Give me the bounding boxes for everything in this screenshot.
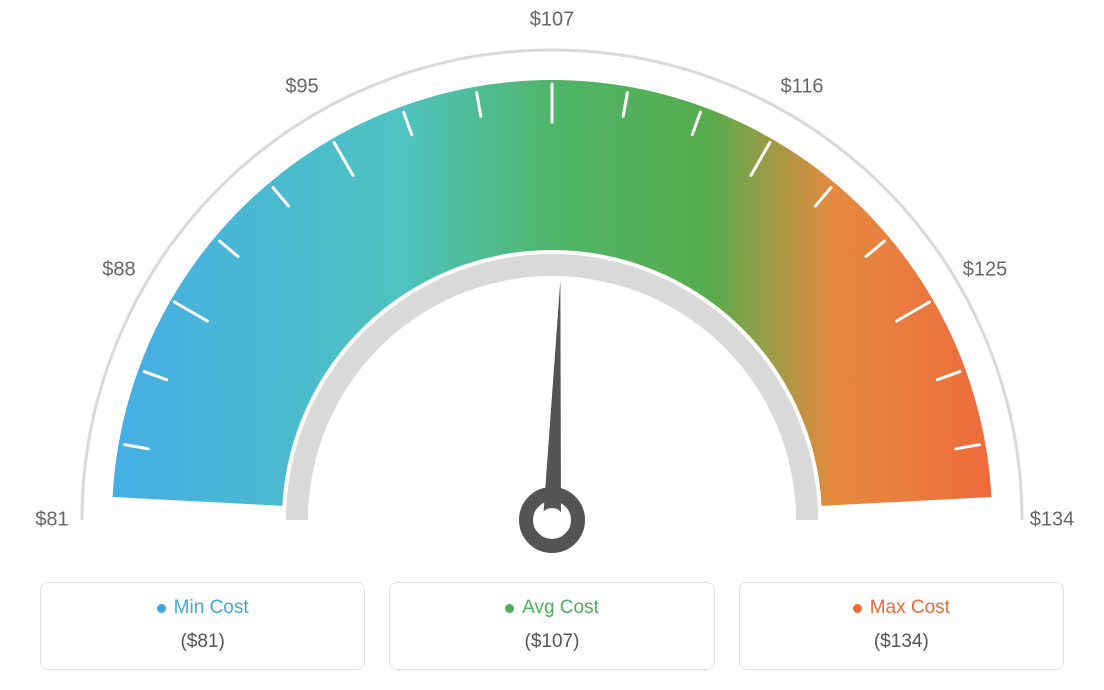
svg-text:$81: $81	[35, 508, 68, 530]
svg-text:$107: $107	[530, 8, 575, 30]
legend-value-avg: ($107)	[400, 631, 703, 653]
legend-dot-max	[853, 604, 862, 613]
legend-row: Min Cost ($81) Avg Cost ($107) Max Cost …	[40, 582, 1064, 670]
legend-card-max: Max Cost ($134)	[739, 582, 1064, 670]
legend-dot-avg	[505, 604, 514, 613]
legend-value-max: ($134)	[750, 631, 1053, 653]
legend-label-min: Min Cost	[174, 597, 249, 619]
legend-label-avg: Avg Cost	[522, 597, 599, 619]
legend-card-avg: Avg Cost ($107)	[389, 582, 714, 670]
svg-text:$95: $95	[285, 75, 318, 97]
legend-label-max: Max Cost	[870, 597, 950, 619]
legend-value-min: ($81)	[51, 631, 354, 653]
svg-text:$116: $116	[780, 75, 823, 97]
legend-dot-min	[157, 604, 166, 613]
svg-text:$125: $125	[963, 258, 1008, 280]
legend-card-min: Min Cost ($81)	[40, 582, 365, 670]
svg-text:$134: $134	[1030, 508, 1075, 530]
cost-gauge: $81 $88 $95 $107 $116 $125 $134	[0, 0, 1104, 560]
svg-text:$88: $88	[102, 258, 135, 280]
